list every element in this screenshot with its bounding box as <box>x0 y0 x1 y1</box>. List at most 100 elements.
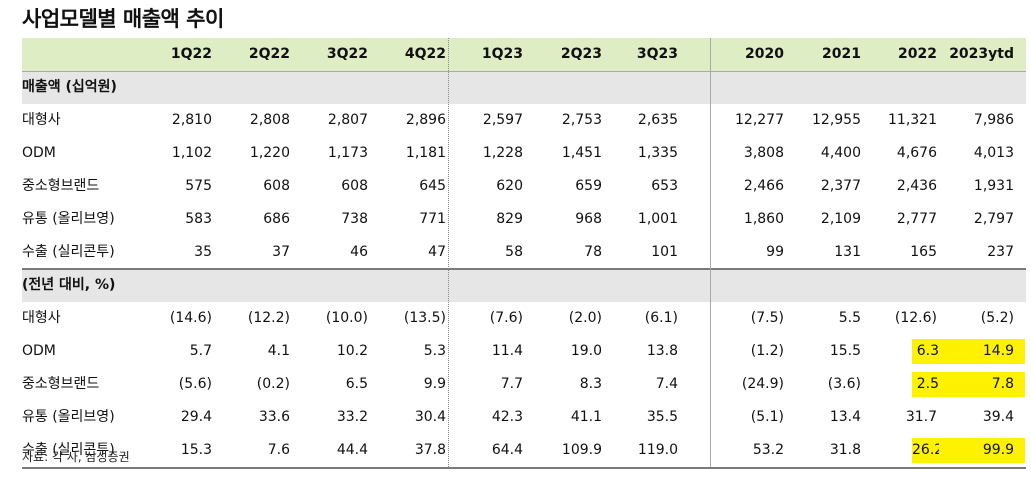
table-row: 대형사 2,810 2,808 2,807 2,896 2,597 2,753 2,635 12… <box>22 104 1026 137</box>
table-cell: 99.9 <box>939 438 1025 463</box>
table-row: 유통 (올리브영) 583 686 738 771 829 968 1,001 1,860 2,1… <box>22 203 1026 236</box>
table-cell: 78 <box>584 244 602 260</box>
table-cell: 42.3 <box>491 409 523 425</box>
table-cell: (0.2) <box>256 376 290 392</box>
table-cell: 738 <box>341 211 368 227</box>
header-divider <box>22 71 1026 72</box>
table-cell: (7.5) <box>750 310 784 326</box>
section-header-row: (전년 대비, %) <box>22 269 1026 302</box>
row-label: ODM <box>22 145 56 161</box>
row-label: 유통 (올리브영) <box>22 409 115 425</box>
table-cell: 47 <box>428 244 446 260</box>
table-cell: (5.6) <box>178 376 212 392</box>
table-cell: 2,753 <box>561 112 602 128</box>
table-cell: 41.1 <box>570 409 602 425</box>
column-header: 2023ytd <box>949 46 1014 62</box>
table-cell: 39.4 <box>982 409 1014 425</box>
column-header: 2020 <box>745 46 784 62</box>
table-cell: 15.5 <box>829 343 861 359</box>
section-header: 매출액 (십억원) <box>22 79 117 95</box>
table-cell: 1,181 <box>405 145 446 161</box>
table-cell: 29.4 <box>180 409 212 425</box>
table-cell: 2,797 <box>973 211 1014 227</box>
table-cell: 4,676 <box>896 145 937 161</box>
annual-divider <box>710 38 711 467</box>
table-cell: (12.6) <box>894 310 937 326</box>
table-cell: 7.8 <box>939 372 1025 397</box>
table-title: 사업모델별 매출액 추이 <box>22 7 224 31</box>
table-cell: 2,635 <box>637 112 678 128</box>
table-cell: 2,109 <box>820 211 861 227</box>
row-label: 수출 (실리콘투) <box>22 442 115 458</box>
table-cell: 14.9 <box>939 339 1025 364</box>
section-header: (전년 대비, %) <box>22 277 116 293</box>
table-row: ODM 5.7 4.1 10.2 5.3 11.4 19.0 13.8 (1.2) 15.5 6.3… <box>22 335 1026 368</box>
table-cell: 237 <box>987 244 1014 260</box>
table-cell: 3,808 <box>743 145 784 161</box>
table-cell: 1,220 <box>249 145 290 161</box>
table-cell: 99 <box>766 244 784 260</box>
column-header: 1Q22 <box>170 46 212 62</box>
table-cell: (2.0) <box>568 310 602 326</box>
table-cell: 26.2 <box>912 438 943 463</box>
table-cell: 4.1 <box>267 343 290 359</box>
table-cell: 13.8 <box>646 343 678 359</box>
table-row: 중소형브랜드 575 608 608 645 620 659 653 2,466 2,377 2,4… <box>22 170 1026 203</box>
section-header-row: 매출액 (십억원) <box>22 71 1026 104</box>
row-label: ODM <box>22 343 56 359</box>
table-cell: 1,173 <box>327 145 368 161</box>
table-cell: 4,400 <box>820 145 861 161</box>
section-divider <box>22 268 1026 270</box>
table-cell: 2,810 <box>171 112 212 128</box>
column-header: 2Q23 <box>560 46 602 62</box>
table-cell: 7,986 <box>973 112 1014 128</box>
table-cell: (5.1) <box>750 409 784 425</box>
table-cell: 53.2 <box>752 442 784 458</box>
table-cell: 2,377 <box>820 178 861 194</box>
table-cell: 33.6 <box>258 409 290 425</box>
table-cell: (13.5) <box>403 310 446 326</box>
table-cell: 31.7 <box>905 409 937 425</box>
table-cell: 1,860 <box>743 211 784 227</box>
table-cell: (14.6) <box>169 310 212 326</box>
table-cell: 6.3 <box>912 339 939 364</box>
table-cell: (24.9) <box>741 376 784 392</box>
table-cell: 33.2 <box>336 409 368 425</box>
table-cell: 4,013 <box>973 145 1014 161</box>
table-cell: 11,321 <box>888 112 937 128</box>
table-cell: 1,931 <box>973 178 1014 194</box>
table-cell: 1,001 <box>637 211 678 227</box>
table-cell: 2,466 <box>743 178 784 194</box>
table-row: ODM 1,102 1,220 1,173 1,181 1,228 1,451 1,335 3,… <box>22 137 1026 170</box>
table-cell: 10.2 <box>336 343 368 359</box>
table-cell: 659 <box>575 178 602 194</box>
table-cell: 35.5 <box>646 409 678 425</box>
row-label: 유통 (올리브영) <box>22 211 115 227</box>
table-cell: (1.2) <box>750 343 784 359</box>
table-cell: 8.3 <box>579 376 602 392</box>
table-cell: 109.9 <box>561 442 602 458</box>
table-cell: 583 <box>185 211 212 227</box>
row-label: 대형사 <box>22 112 61 128</box>
table-cell: 13.4 <box>829 409 861 425</box>
column-header: 3Q22 <box>326 46 368 62</box>
column-header: 1Q23 <box>481 46 523 62</box>
table-cell: (6.1) <box>644 310 678 326</box>
table-cell: 6.5 <box>345 376 368 392</box>
table-cell: 12,277 <box>735 112 784 128</box>
table-cell: 2.5 <box>912 372 939 397</box>
table-header-row: 1Q22 2Q22 3Q22 4Q22 1Q23 2Q23 3Q23 2020 2021 2022… <box>22 38 1026 71</box>
table-cell: 165 <box>910 244 937 260</box>
row-label: 대형사 <box>22 310 61 326</box>
table-cell: 771 <box>419 211 446 227</box>
table-row: 수출 (실리콘투) 15.3 7.6 44.4 37.8 64.4 109.9 119.0 53… <box>22 434 1026 467</box>
table-cell: 620 <box>496 178 523 194</box>
table-cell: 968 <box>575 211 602 227</box>
table-cell: 7.7 <box>500 376 523 392</box>
table-cell: 11.4 <box>491 343 523 359</box>
table-cell: 645 <box>419 178 446 194</box>
row-label: 중소형브랜드 <box>22 178 100 194</box>
table-cell: 2,777 <box>896 211 937 227</box>
table-cell: 12,955 <box>812 112 861 128</box>
table-row: 중소형브랜드 (5.6) (0.2) 6.5 9.9 7.7 8.3 7.4 (24.9) (3.… <box>22 368 1026 401</box>
